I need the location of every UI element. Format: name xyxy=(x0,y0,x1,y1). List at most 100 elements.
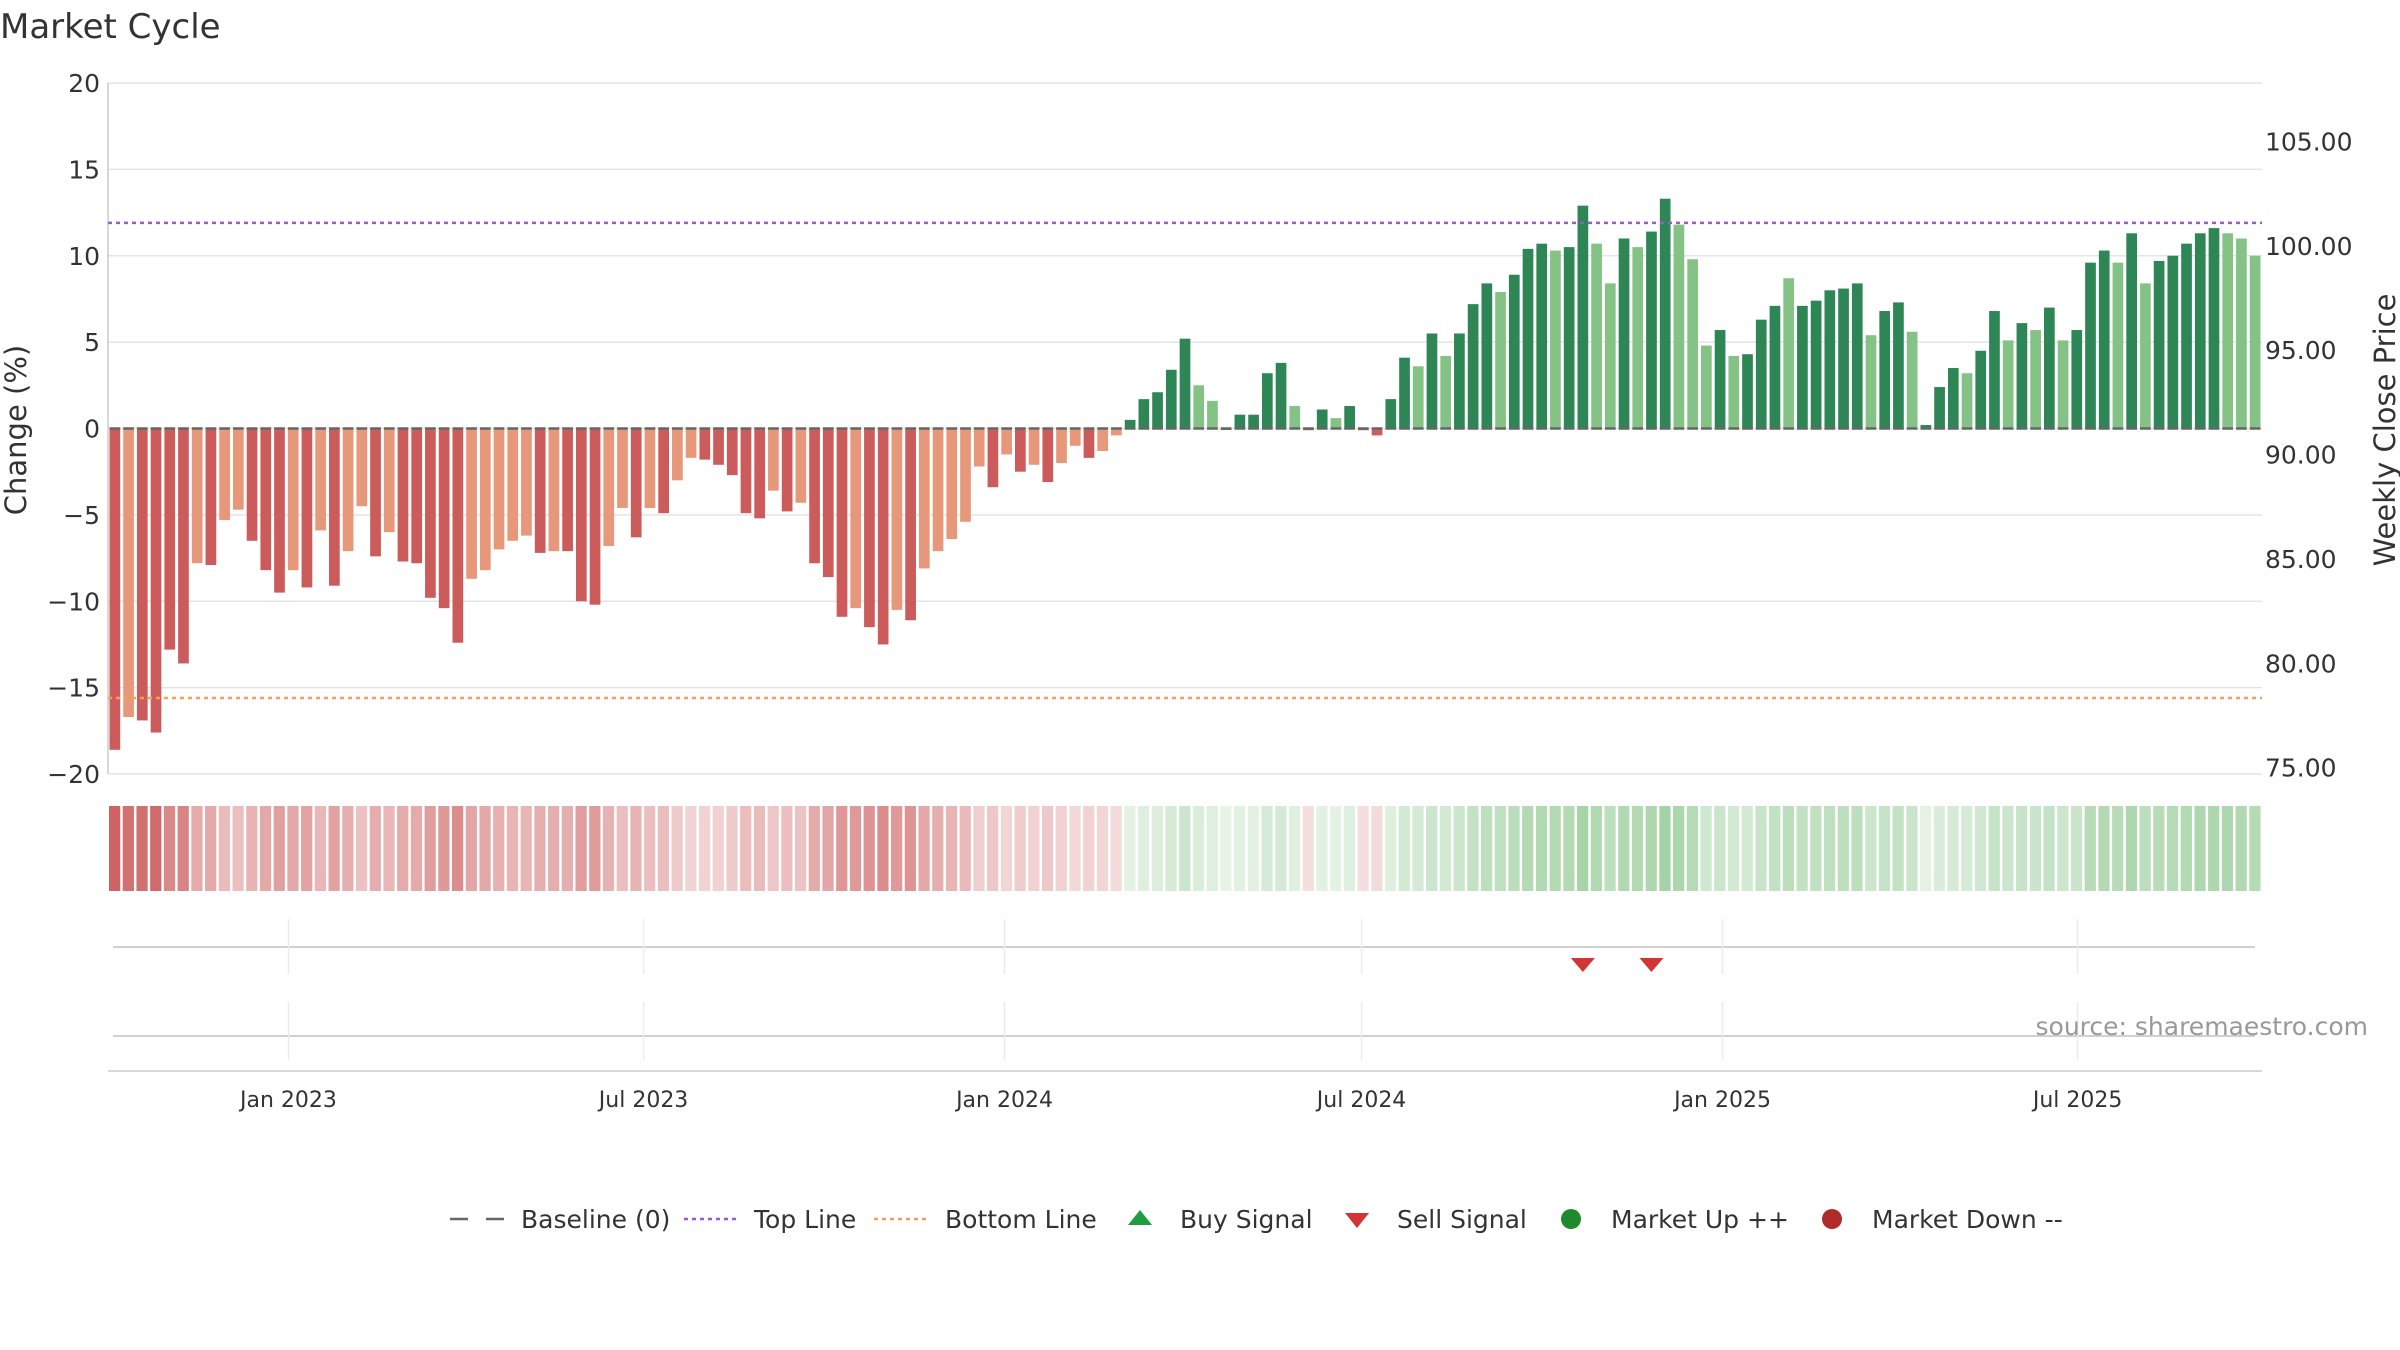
change-bar xyxy=(1165,369,1177,429)
heat-cell xyxy=(726,806,738,891)
y2-tick-label: 100.00 xyxy=(2265,232,2352,261)
change-bar xyxy=(672,428,683,481)
change-bar xyxy=(1797,305,1808,429)
change-bar xyxy=(960,428,971,522)
heat-cell xyxy=(122,806,134,891)
change-bar xyxy=(987,428,999,488)
change-bar xyxy=(1344,406,1355,429)
heat-cell xyxy=(1234,806,1246,891)
heat-cell xyxy=(657,806,670,891)
change-bar xyxy=(301,428,313,588)
heat-cell xyxy=(616,806,628,891)
change-bar xyxy=(1522,248,1534,429)
change-bar xyxy=(1440,355,1452,429)
heat-cell xyxy=(1851,806,1863,891)
heat-cell xyxy=(1796,806,1808,891)
heat-cell xyxy=(959,806,971,891)
heat-cell xyxy=(342,806,354,891)
heat-cell xyxy=(1137,806,1150,891)
heat-cell xyxy=(2002,806,2014,891)
heat-cell xyxy=(918,806,930,891)
heat-cell xyxy=(1659,806,1671,891)
heat-cell xyxy=(630,806,642,891)
change-bar xyxy=(1934,387,1945,429)
change-bar xyxy=(699,428,711,460)
legend-marker-buy xyxy=(1128,1210,1152,1225)
y2-tick-label: 85.00 xyxy=(2265,545,2337,574)
heat-cell xyxy=(1426,806,1438,891)
change-bar xyxy=(1783,278,1795,429)
change-bar xyxy=(1111,428,1122,436)
heat-cell xyxy=(2221,806,2234,891)
heat-cell xyxy=(1028,806,1040,891)
change-bar xyxy=(1659,198,1671,429)
heat-cell xyxy=(451,806,464,891)
legend-label: Top Line xyxy=(753,1205,856,1234)
heat-cell xyxy=(136,806,148,891)
change-bar xyxy=(2057,340,2069,429)
change-bar xyxy=(2098,250,2110,429)
heat-cell xyxy=(287,806,299,891)
change-bar xyxy=(946,428,958,540)
heat-cell xyxy=(1645,806,1657,891)
reference-lines xyxy=(108,221,2262,700)
heat-cell xyxy=(1014,806,1026,891)
change-bar xyxy=(795,428,807,503)
heat-cell xyxy=(1673,806,1685,891)
change-bar xyxy=(1426,333,1438,429)
x-tick-label: Jan 2024 xyxy=(954,1088,1053,1113)
change-bars xyxy=(109,198,2261,750)
heat-cell xyxy=(314,806,327,891)
change-bar xyxy=(1385,399,1397,429)
heat-cell xyxy=(1823,806,1836,891)
heat-cell xyxy=(753,806,766,891)
change-bar xyxy=(877,428,889,645)
y2-tick-label: 75.00 xyxy=(2265,754,2337,783)
heat-cell xyxy=(1631,806,1644,891)
change-bar xyxy=(1330,418,1342,429)
change-bar xyxy=(2236,238,2247,429)
heat-cell xyxy=(205,806,217,891)
change-bar xyxy=(2181,243,2192,429)
y-tick-label: −5 xyxy=(63,501,100,530)
heat-cell xyxy=(1961,806,1973,891)
heat-cell xyxy=(794,806,807,891)
change-bar xyxy=(2112,262,2124,429)
change-bar xyxy=(1234,414,1246,429)
change-bar xyxy=(136,428,148,721)
heat-cell xyxy=(1069,806,1081,891)
heat-cell xyxy=(1398,806,1410,891)
change-bar xyxy=(1604,283,1616,429)
heat-strip xyxy=(109,806,2261,891)
change-bar xyxy=(726,428,738,476)
heat-cell xyxy=(1384,806,1397,891)
change-bar xyxy=(781,428,793,512)
heat-cell xyxy=(1055,806,1067,891)
change-bar xyxy=(562,428,573,552)
change-bar xyxy=(1646,231,1657,429)
y-tick-label: 10 xyxy=(68,242,100,271)
heat-cell xyxy=(273,806,285,891)
change-bar xyxy=(1632,247,1644,429)
legend-label: Buy Signal xyxy=(1180,1205,1313,1234)
heat-cell xyxy=(1343,806,1355,891)
change-bar xyxy=(425,428,436,598)
y-tick-label: 15 xyxy=(68,155,100,184)
y2-tick-label: 105.00 xyxy=(2265,127,2352,156)
heat-cell xyxy=(246,806,258,891)
change-bar xyxy=(1042,428,1054,483)
heat-cell xyxy=(1124,806,1136,891)
change-bar xyxy=(685,428,697,458)
legend-label: Market Up ++ xyxy=(1611,1205,1789,1234)
change-bar xyxy=(1975,350,1987,429)
change-bar xyxy=(1454,333,1465,429)
change-bar xyxy=(2222,233,2234,429)
heat-cell xyxy=(2043,806,2055,891)
heat-cell xyxy=(383,806,395,891)
heat-cell xyxy=(506,806,519,891)
change-bar xyxy=(1563,247,1575,429)
heat-cell xyxy=(2139,806,2151,891)
heat-cell xyxy=(259,806,272,891)
heat-cell xyxy=(1439,806,1452,891)
change-bar xyxy=(205,428,217,565)
